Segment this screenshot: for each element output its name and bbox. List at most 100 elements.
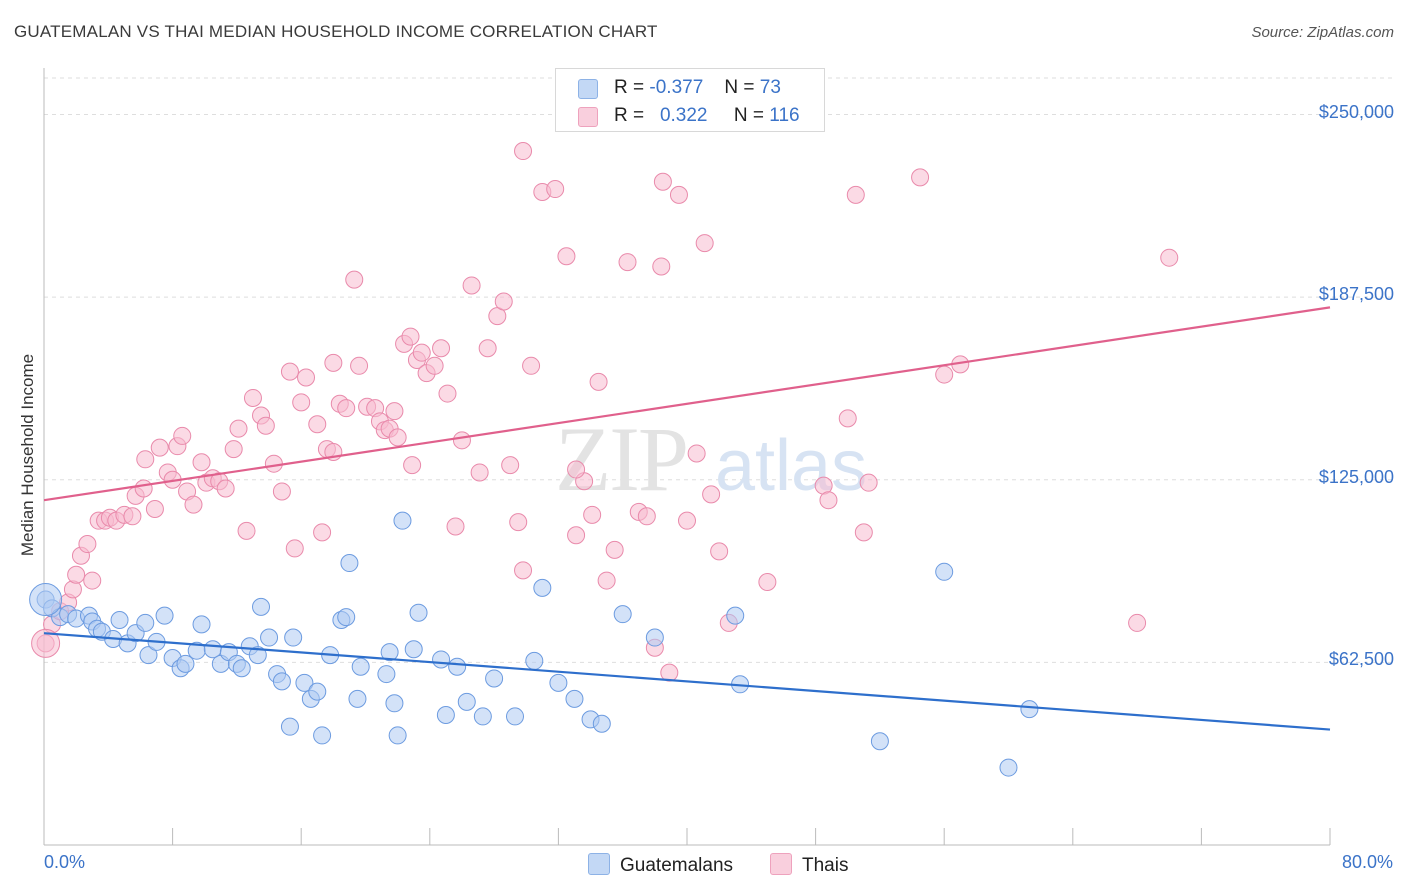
gridlines xyxy=(44,77,1394,663)
guatemalan-point xyxy=(485,669,504,688)
guatemalan-point xyxy=(313,726,332,745)
correlation-legend: R = -0.377 N = 73 R = 0.322 N = 116 xyxy=(555,68,825,132)
guatemalan-point xyxy=(348,689,367,708)
thai-point xyxy=(1160,248,1179,267)
guatemalan-point xyxy=(404,640,423,659)
y-tick-label: $187,500 xyxy=(1318,284,1394,305)
thai-point xyxy=(297,368,316,387)
thai-point xyxy=(224,440,243,459)
thai-point xyxy=(710,542,729,561)
legend-r-value: -0.377 xyxy=(649,77,704,98)
guatemalan-point xyxy=(448,657,467,676)
guatemalan-point xyxy=(393,511,412,530)
thai-point xyxy=(687,444,706,463)
thai-point xyxy=(652,257,671,276)
thai-point xyxy=(846,185,865,204)
bottom-legend-label: Guatemalans xyxy=(620,855,734,876)
guatemalan-point xyxy=(473,707,492,726)
thai-point xyxy=(385,402,404,421)
thai-point xyxy=(256,416,275,435)
bottom-legend-guatemalans: Guatemalans xyxy=(588,853,733,877)
guatemalan-point xyxy=(351,657,370,676)
axes xyxy=(43,68,1331,846)
guatemalan-point xyxy=(613,605,632,624)
guatemalan-point xyxy=(139,646,158,665)
thai-point xyxy=(134,479,153,498)
thai-point xyxy=(337,399,356,418)
guatemalan-point-large xyxy=(29,583,63,617)
legend-n-label: N = xyxy=(733,105,765,126)
thai-point xyxy=(935,365,954,384)
guatemalan-trendline xyxy=(43,632,1331,731)
guatemalan-point xyxy=(385,694,404,713)
thai-point xyxy=(264,454,283,473)
guatemalan-point xyxy=(284,628,303,647)
thai-point xyxy=(514,142,533,161)
legend-n-value: 116 xyxy=(769,105,800,126)
thai-point xyxy=(758,573,777,592)
y-tick-label: $125,000 xyxy=(1318,466,1394,487)
thai-point xyxy=(695,234,714,253)
zipatlas-watermark: ZIP atlas xyxy=(555,408,867,510)
thai-point xyxy=(859,473,878,492)
guatemalan-point xyxy=(295,673,314,692)
thai-point xyxy=(678,511,696,530)
guatemalan-point xyxy=(1020,700,1039,719)
bottom-legend-swatch-blue xyxy=(588,853,610,875)
thai-point xyxy=(150,438,169,457)
guatemalan-point xyxy=(436,705,455,724)
guatemalan-point xyxy=(232,659,251,678)
bottom-legend-thais: Thais xyxy=(770,853,848,877)
thai-point xyxy=(509,513,528,532)
guatemalan-point xyxy=(308,682,327,701)
thai-point xyxy=(229,419,248,438)
thai-point xyxy=(184,495,203,514)
guatemalan-point xyxy=(340,554,359,573)
guatemalan-point xyxy=(337,608,356,627)
thai-point xyxy=(854,523,873,542)
guatemalan-point xyxy=(388,726,407,745)
thai-point xyxy=(324,353,343,372)
thai-point xyxy=(618,253,637,272)
thai-point xyxy=(567,526,586,545)
guatemalan-point xyxy=(505,707,524,726)
thai-point xyxy=(67,565,86,584)
thai-point xyxy=(345,270,364,289)
guatemalan-point xyxy=(870,732,889,751)
thai-point xyxy=(388,428,407,447)
guatemalan-point xyxy=(272,672,291,691)
thai-point xyxy=(557,247,576,266)
guatemalan-point xyxy=(533,578,552,597)
thai-point xyxy=(438,384,457,403)
thai-point xyxy=(272,482,291,501)
thai-point xyxy=(501,456,520,475)
legend-r-label: R = xyxy=(614,77,645,98)
bottom-legend-label: Thais xyxy=(802,855,849,876)
guatemalan-point xyxy=(280,717,299,736)
guatemalan-point xyxy=(549,673,568,692)
guatemalan-point xyxy=(110,611,129,630)
thai-point xyxy=(412,343,431,362)
guatemalan-point xyxy=(252,597,271,616)
thai-point xyxy=(216,479,235,498)
thai-point xyxy=(63,580,82,599)
thai-point xyxy=(123,507,142,526)
guatemalan-point xyxy=(592,714,611,733)
bottom-legend-swatch-pink xyxy=(770,853,792,875)
guatemalan-point xyxy=(260,628,279,647)
thai-point xyxy=(292,393,311,412)
legend-swatch-blue xyxy=(578,79,598,99)
guatemalan-point xyxy=(645,628,664,647)
thai-point xyxy=(83,571,102,590)
thai-point xyxy=(911,168,930,187)
thai-point xyxy=(605,540,624,559)
guatemalan-point xyxy=(525,651,544,670)
y-tick-label: $62,500 xyxy=(1328,649,1394,670)
thai-trendline xyxy=(43,306,1331,502)
thai-point xyxy=(452,431,471,450)
thai-point-large xyxy=(31,628,61,658)
guatemalan-point xyxy=(380,643,399,662)
thai-point xyxy=(403,456,422,475)
legend-n-label: N = xyxy=(724,77,755,98)
thai-point xyxy=(350,356,369,375)
